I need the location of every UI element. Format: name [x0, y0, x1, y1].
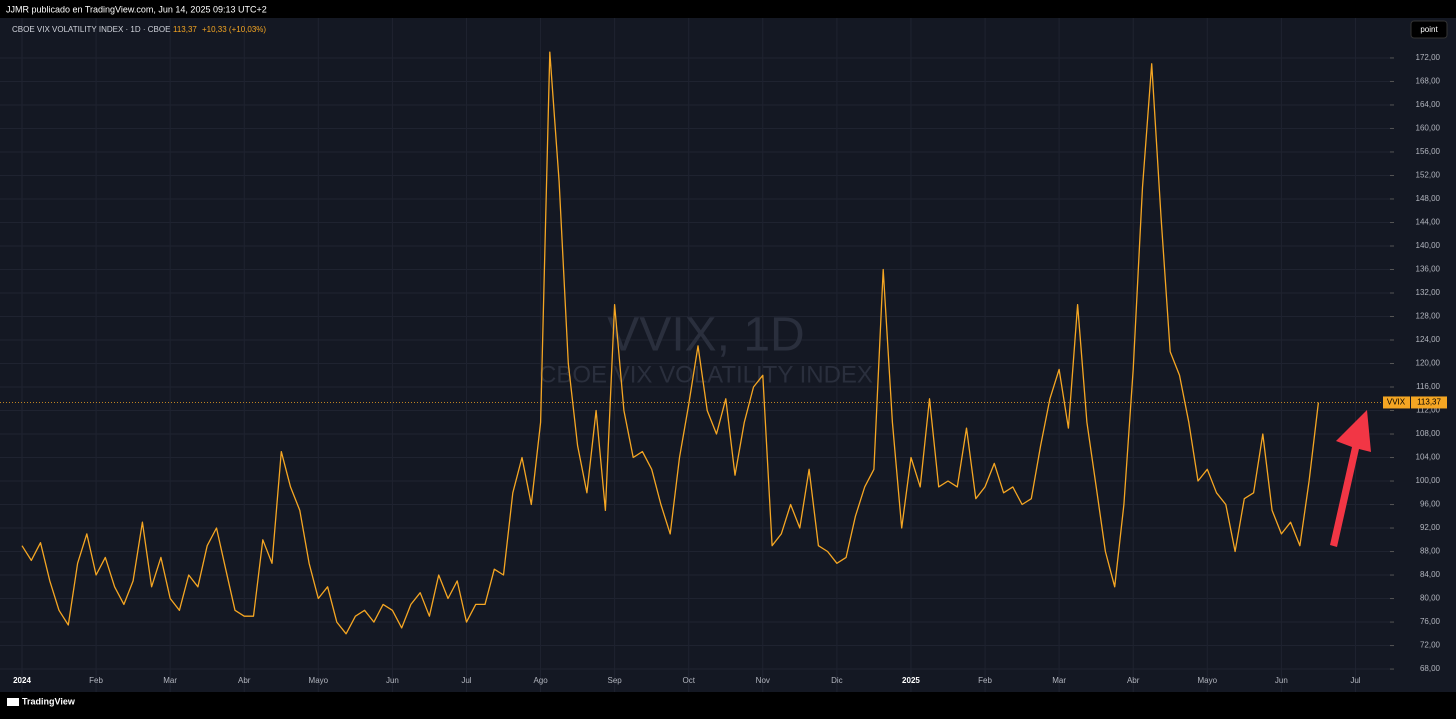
price-tag [1383, 396, 1410, 409]
y-tick-label: 116,00 [1416, 382, 1440, 391]
x-tick-label: Mar [163, 676, 177, 685]
y-tick-label: 100,00 [1416, 476, 1441, 485]
symbol: CBOE VIX VOLATILITY INDEX · 1D · CBOE [12, 25, 170, 34]
y-tick-label: 124,00 [1416, 335, 1441, 344]
y-tick-label: 72,00 [1420, 641, 1441, 650]
publisher: JJMR publicado en TradingView.com, Jun 1… [6, 4, 267, 14]
y-tick-label: 92,00 [1420, 523, 1441, 532]
x-tick-label: Oct [682, 676, 695, 685]
y-tick-label: 80,00 [1420, 594, 1441, 603]
y-tick-label: 120,00 [1416, 359, 1441, 368]
x-tick-label: Mar [1052, 676, 1066, 685]
x-tick-label: Abr [238, 676, 251, 685]
watermark-title: VVIX, 1D [607, 309, 804, 362]
y-tick-label: 108,00 [1416, 429, 1441, 438]
x-tick-label: Nov [756, 676, 770, 685]
x-tick-label: Dic [831, 676, 843, 685]
point-button[interactable] [1410, 20, 1448, 39]
y-tick-label: 168,00 [1416, 77, 1441, 86]
x-tick-label: 2025 [902, 676, 920, 685]
y-tick-label: 156,00 [1416, 147, 1441, 156]
x-tick-label: Ago [533, 676, 548, 685]
x-tick-label: Jul [461, 676, 471, 685]
y-tick-label: 104,00 [1416, 453, 1441, 462]
x-tick-label: 2024 [13, 676, 31, 685]
header-change: +10,33 (+10,03%) [202, 25, 266, 34]
y-tick-label: 140,00 [1416, 241, 1441, 250]
price-tag-name: VVIX [1387, 398, 1406, 407]
price-tag-value: 113,37 [1417, 398, 1441, 407]
x-tick-label: Sep [608, 676, 623, 685]
y-tick-label: 84,00 [1420, 570, 1441, 579]
point-button-label[interactable]: point [1420, 25, 1438, 34]
y-tick-label: 96,00 [1420, 500, 1441, 509]
footer-bar [0, 692, 1456, 714]
y-tick-label: 112,00 [1416, 406, 1440, 415]
y-tick-label: 136,00 [1416, 265, 1441, 274]
header-price: 113,37 [173, 25, 197, 34]
brand-logo [7, 698, 19, 706]
x-tick-label: Mayo [309, 676, 329, 685]
y-tick-label: 172,00 [1416, 53, 1441, 62]
x-tick-label: Abr [1127, 676, 1140, 685]
y-tick-label: 148,00 [1416, 194, 1441, 203]
x-tick-label: Jun [386, 676, 399, 685]
x-tick-label: Mayo [1197, 676, 1217, 685]
y-tick-label: 144,00 [1416, 218, 1441, 227]
price-line [21, 51, 1320, 635]
y-tick-label: 160,00 [1416, 124, 1441, 133]
y-tick-label: 164,00 [1416, 100, 1441, 109]
y-tick-label: 132,00 [1416, 288, 1441, 297]
arrow [1330, 410, 1371, 547]
y-tick-label: 68,00 [1420, 664, 1441, 673]
x-tick-label: Jul [1350, 676, 1360, 685]
x-tick-label: Feb [89, 676, 103, 685]
y-tick-label: 152,00 [1416, 171, 1441, 180]
watermark-subtitle: CBOE VIX VOLATILITY INDEX [539, 361, 873, 388]
x-tick-label: Feb [978, 676, 992, 685]
y-tick-label: 88,00 [1420, 547, 1441, 556]
brand: TradingView [22, 696, 76, 706]
x-tick-label: Jun [1275, 676, 1288, 685]
price-tag [1411, 396, 1447, 409]
y-tick-label: 76,00 [1420, 617, 1441, 626]
plot-background [0, 18, 1456, 692]
grid [0, 18, 1390, 692]
y-tick-label: 128,00 [1416, 312, 1441, 321]
